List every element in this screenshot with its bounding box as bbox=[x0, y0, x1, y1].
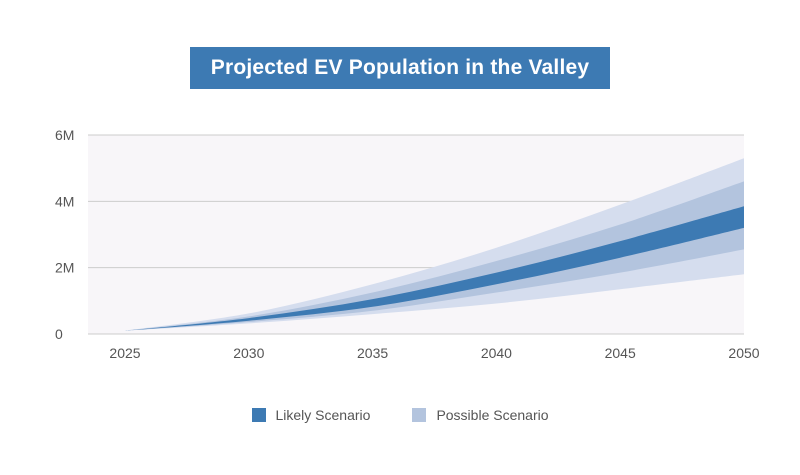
y-tick-label-0: 0 bbox=[55, 326, 63, 342]
x-tick-label-1: 2030 bbox=[233, 345, 264, 361]
y-tick-label-1: 2M bbox=[55, 260, 74, 276]
y-tick-label-3: 6M bbox=[55, 127, 74, 143]
band-possible-outer bbox=[125, 158, 744, 331]
y-tick-label-2: 4M bbox=[55, 193, 74, 209]
legend-item-possible: Possible Scenario bbox=[412, 407, 549, 423]
legend-label-likely: Likely Scenario bbox=[275, 407, 371, 423]
legend-swatch-possible bbox=[412, 408, 427, 422]
x-tick-label-4: 2045 bbox=[605, 345, 636, 361]
legend-label-possible: Possible Scenario bbox=[436, 407, 549, 423]
legend-item-likely: Likely Scenario bbox=[251, 407, 371, 423]
chart-legend: Likely Scenario Possible Scenario bbox=[0, 404, 800, 426]
x-tick-label-2: 2035 bbox=[357, 345, 388, 361]
x-tick-label-5: 2050 bbox=[728, 345, 759, 361]
x-tick-label-3: 2040 bbox=[481, 345, 512, 361]
x-tick-label-0: 2025 bbox=[109, 345, 140, 361]
chart-title: Projected EV Population in the Valley bbox=[190, 47, 610, 89]
legend-swatch-likely bbox=[251, 408, 266, 422]
